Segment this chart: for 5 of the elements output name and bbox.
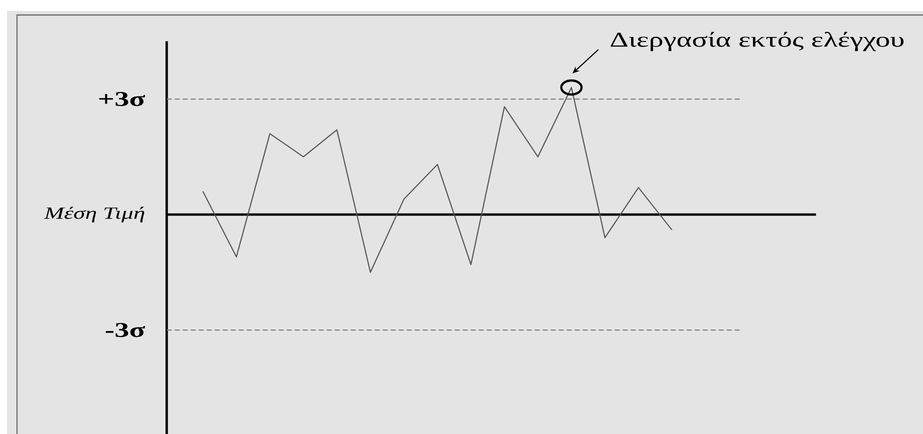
y-tick-label: -3σ — [106, 322, 146, 338]
line-series — [202, 86, 672, 273]
annotation: Διεργασία εκτός ελέγχου — [610, 32, 904, 52]
y-tick-label: Μέση Τιμή — [44, 206, 144, 222]
y-tick-label: +3σ — [99, 92, 146, 106]
